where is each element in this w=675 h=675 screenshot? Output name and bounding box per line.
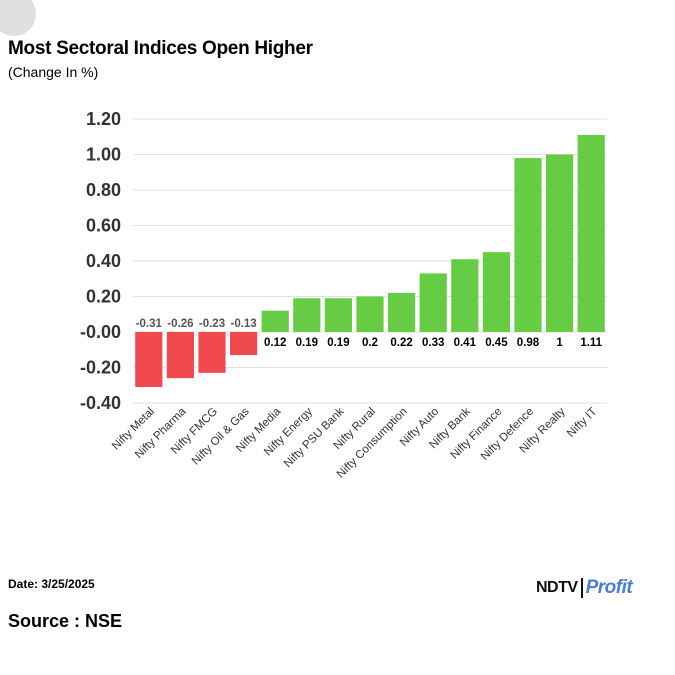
data-label: -0.13 [230, 318, 256, 330]
y-tick-label: 1.00 [86, 145, 121, 165]
bar [324, 298, 352, 332]
data-label: 0.19 [296, 337, 318, 349]
bar-chart: 1.201.000.800.600.400.20-0.00-0.20-0.40 … [80, 109, 607, 481]
y-tick-label: 1.20 [86, 109, 121, 129]
data-label: 0.22 [390, 337, 412, 349]
data-label: 0.45 [485, 337, 508, 349]
bar [356, 296, 384, 332]
data-label: 0.41 [454, 337, 477, 349]
data-label: 1.11 [580, 337, 602, 349]
y-tick-label: -0.00 [80, 322, 121, 342]
data-labels: -0.31 -0.26 -0.23 -0.13 0.12 0.19 0.19 0.2 0.22 0… [136, 318, 603, 349]
bar [482, 252, 510, 332]
data-label: 0.33 [422, 337, 444, 349]
data-label: 1 [556, 337, 563, 349]
y-axis-ticks: 1.20 1.00 0.80 0.60 0.40 0.20 -0.00 -0.20 -0.40 [80, 109, 121, 413]
chart-title: Most Sectoral Indices Open Higher [8, 38, 313, 59]
date-label: Date: 3/25/2025 [8, 577, 95, 591]
data-label: -0.26 [167, 318, 193, 330]
bar [388, 292, 416, 332]
bar [293, 298, 321, 332]
data-label: 0.19 [327, 337, 349, 349]
x-tick-label: Nifty IT [565, 406, 599, 440]
y-tick-label: 0.20 [86, 287, 121, 307]
bar [577, 134, 605, 332]
bar [135, 332, 163, 388]
brand-logo: NDTV Profit [536, 576, 633, 600]
logo-profit-text: Profit [585, 577, 633, 598]
logo-ndtv-text: NDTV [536, 579, 578, 596]
bar [419, 273, 447, 332]
y-tick-label: -0.20 [80, 358, 121, 378]
y-tick-label: 0.40 [86, 251, 121, 271]
x-tick-label: Nifty Oil & Gas [190, 405, 252, 467]
chart-subtitle: (Change In %) [8, 64, 99, 80]
bar [166, 332, 194, 379]
logo-divider [580, 578, 583, 598]
data-label: 0.12 [264, 337, 286, 349]
source-label: Source : NSE [8, 611, 123, 631]
data-label: 0.98 [517, 337, 540, 349]
y-tick-label: 0.60 [86, 216, 121, 236]
y-tick-label: 0.80 [86, 180, 121, 200]
bar [230, 332, 258, 356]
bars [135, 134, 605, 388]
bar [198, 332, 226, 373]
bar [261, 310, 289, 332]
bar [514, 158, 542, 332]
y-tick-label: -0.40 [80, 393, 121, 413]
data-label: 0.2 [362, 337, 378, 349]
bar [451, 259, 479, 332]
data-label: -0.23 [199, 318, 225, 330]
bar [546, 154, 574, 332]
data-label: -0.31 [136, 318, 163, 330]
